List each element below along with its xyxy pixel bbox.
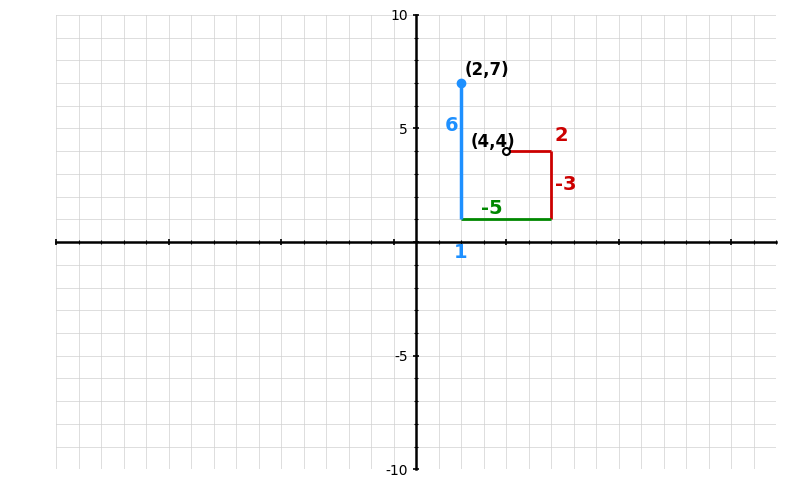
Text: (2,7): (2,7) [464,61,509,79]
Text: 2: 2 [554,126,568,145]
Text: -5: -5 [482,199,503,218]
Text: 6: 6 [446,116,459,135]
Text: (4,4): (4,4) [471,132,516,151]
Text: -3: -3 [555,175,577,194]
Text: 1: 1 [454,243,468,262]
